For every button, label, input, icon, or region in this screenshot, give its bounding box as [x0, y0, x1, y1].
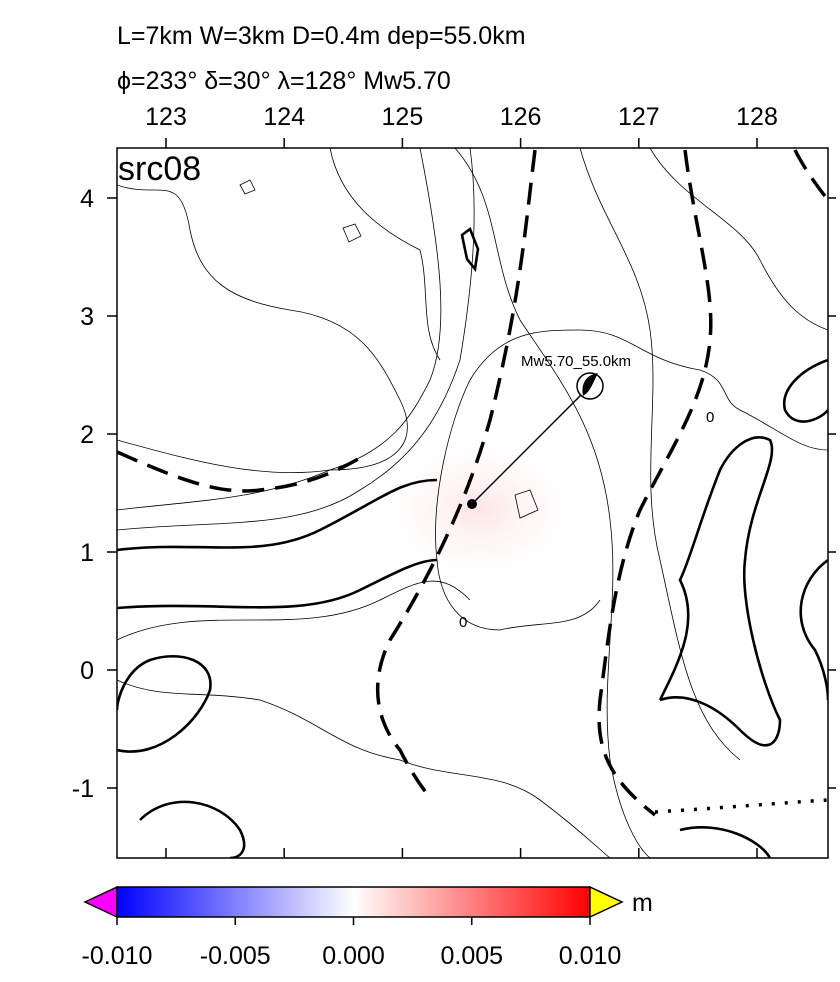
colorbar: m -0.010 -0.005 0.000 0.005 0.010 [82, 885, 653, 970]
contour-label: 0 [459, 614, 467, 631]
colorbar-tick-label: 0.005 [440, 942, 503, 970]
map-content [117, 148, 828, 858]
header-line1: L=7km W=3km D=0.4m dep=55.0km [117, 22, 526, 50]
colorbar-tick-label: 0.000 [322, 942, 385, 970]
fault-trace [471, 385, 591, 505]
x-tick-label: 123 [145, 103, 187, 131]
y-tick-label: 4 [80, 185, 94, 213]
header-line2: ϕ=233° δ=30° λ=128° Mw5.70 [117, 67, 451, 95]
colorbar-unit: m [632, 889, 653, 917]
dashed-contour [597, 149, 713, 817]
axes: 123 124 125 126 127 128 4 3 2 1 0 -1 [72, 103, 836, 858]
dotted-contour [654, 798, 828, 814]
y-tick-label: 1 [80, 539, 94, 567]
x-tick-label: 124 [263, 103, 305, 131]
x-tick-label: 125 [382, 103, 424, 131]
fault-end [467, 499, 477, 509]
x-tick-label: 126 [500, 103, 542, 131]
x-tick-label: 128 [736, 103, 778, 131]
dashed-contour [117, 450, 366, 493]
y-tick-label: 3 [80, 303, 94, 331]
colorbar-tick-label: -0.010 [82, 942, 153, 970]
thick-contours [117, 226, 828, 858]
dashed-contour [793, 149, 828, 202]
colorbar-high [589, 885, 624, 919]
beachball-fill [582, 373, 598, 396]
dashed-contour [375, 149, 537, 797]
contour-label: 0 [706, 409, 714, 426]
y-tick-label: -1 [72, 775, 94, 803]
colorbar-tick-label: 0.010 [559, 942, 622, 970]
x-tick-label: 127 [618, 103, 660, 131]
y-tick-label: 0 [80, 657, 94, 685]
colorbar-low [83, 885, 118, 919]
y-tick-label: 2 [80, 421, 94, 449]
map-frame [116, 147, 829, 859]
colorbar-tick-label: -0.005 [200, 942, 271, 970]
source-label: Mw5.70_55.0km [521, 353, 631, 370]
map-label: src08 [118, 150, 201, 188]
colorbar-scale [116, 886, 591, 918]
thin-contours [117, 148, 828, 858]
deformation-field [370, 430, 590, 590]
